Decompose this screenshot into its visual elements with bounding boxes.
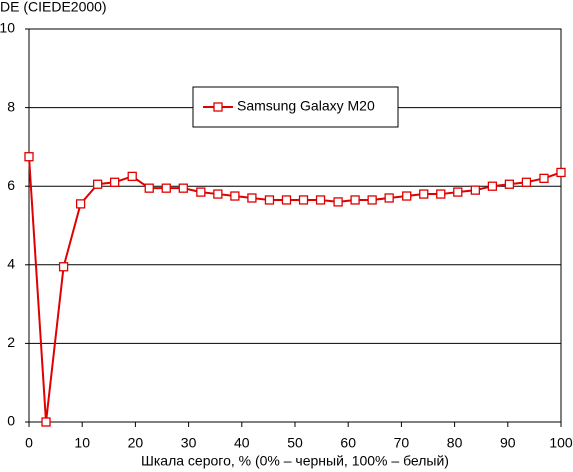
series-line: [28, 156, 562, 423]
data-point: [367, 195, 377, 205]
data-point: [41, 417, 51, 427]
y-tick-label: 8: [7, 98, 15, 114]
x-tick-label: 80: [447, 435, 463, 451]
data-point: [247, 193, 257, 203]
y-tick-label: 6: [7, 177, 15, 193]
x-tick-label: 20: [128, 435, 144, 451]
y-tick-label: 10: [0, 20, 15, 36]
data-point: [504, 179, 515, 189]
data-point: [556, 167, 566, 178]
data-point: [144, 183, 154, 193]
y-axis-label: DE (CIEDE2000): [0, 0, 107, 15]
data-point: [127, 171, 137, 182]
y-tick-label: 0: [7, 413, 15, 429]
y-tick-label: 2: [7, 334, 15, 350]
data-point: [436, 189, 446, 199]
data-point: [333, 197, 343, 207]
y-tick-label: 4: [7, 256, 15, 272]
data-point: [539, 173, 549, 183]
data-point: [350, 195, 360, 205]
data-point: [453, 187, 463, 197]
data-point: [470, 185, 480, 195]
data-point: [384, 193, 394, 203]
data-point: [298, 195, 309, 205]
data-point: [230, 191, 240, 201]
x-tick-label: 60: [340, 435, 356, 451]
x-tick-label: 100: [549, 435, 573, 451]
data-point: [264, 195, 275, 205]
data-point: [213, 189, 223, 199]
legend-marker: [213, 102, 223, 112]
x-tick-label: 70: [394, 435, 410, 451]
data-point: [196, 187, 206, 197]
legend-label: Samsung Galaxy M20: [237, 98, 375, 114]
data-point: [315, 195, 326, 205]
data-point: [110, 177, 120, 187]
x-axis-label: Шкала серого, % (0% – черный, 100% – бел…: [141, 453, 449, 469]
x-tick-label: 30: [181, 435, 197, 451]
data-point: [75, 199, 86, 209]
data-point: [281, 195, 292, 205]
data-point: [58, 262, 69, 272]
data-point: [419, 189, 429, 199]
data-point: [178, 183, 188, 193]
x-tick-label: 0: [25, 435, 33, 451]
data-point: [161, 183, 171, 193]
data-point: [487, 181, 498, 191]
x-tick-label: 10: [74, 435, 90, 451]
data-point: [521, 177, 532, 187]
x-tick-label: 50: [287, 435, 303, 451]
x-tick-label: 90: [500, 435, 516, 451]
plot-frame: [28, 28, 562, 423]
data-point: [24, 152, 34, 162]
data-point: [402, 191, 412, 201]
x-tick-label: 40: [234, 435, 250, 451]
data-point: [92, 179, 103, 189]
